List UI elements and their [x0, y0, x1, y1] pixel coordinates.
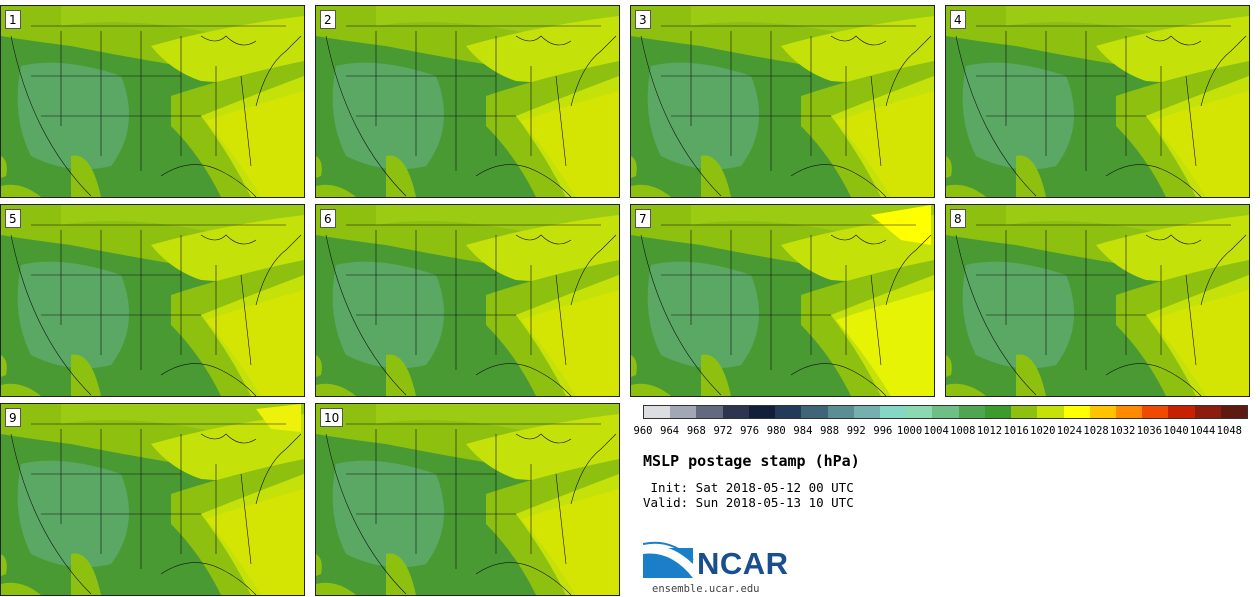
colorbar-segment	[1142, 406, 1169, 418]
colorbar-tick: 980	[766, 425, 786, 437]
colorbar-segment	[1115, 406, 1143, 418]
member-number-label: 5	[5, 209, 21, 228]
ncar-wordmark: NCAR	[697, 546, 789, 581]
member-number-label: 3	[635, 10, 651, 29]
colorbar-tick: 1032	[1110, 425, 1136, 437]
member-map-panel: 8	[945, 204, 1250, 397]
colorbar-tick: 1000	[896, 425, 923, 437]
colorbar-tick: 968	[686, 425, 706, 437]
colorbar-tick: 1004	[923, 425, 949, 437]
colorbar-tick: 996	[873, 425, 893, 437]
colorbar-tick: 1048	[1216, 425, 1242, 437]
colorbar-tick: 1020	[1030, 425, 1056, 437]
colorbar-tick: 976	[740, 425, 760, 437]
member-map-panel: 10	[315, 403, 620, 596]
member-map-panel: 6	[315, 204, 620, 397]
colorbar-segment	[1220, 406, 1248, 418]
colorbar-tick: 1012	[976, 425, 1003, 437]
colorbar-tick: 1036	[1136, 425, 1163, 437]
colorbar-segment	[906, 406, 933, 418]
member-number-label: 4	[950, 10, 966, 29]
pressure-colorbar	[643, 405, 1248, 419]
colorbar-segment	[644, 406, 671, 418]
member-map-panel: 4	[945, 5, 1250, 198]
member-map-panel: 1	[0, 5, 305, 198]
member-number-label: 9	[5, 408, 21, 427]
colorbar-tick: 1028	[1083, 425, 1109, 437]
colorbar-tick: 992	[846, 425, 866, 437]
colorbar-tick: 1040	[1163, 425, 1189, 437]
init-time: Init: Sat 2018-05-12 00 UTC	[643, 480, 854, 495]
member-map-panel: 5	[0, 204, 305, 397]
member-number-label: 7	[635, 209, 651, 228]
member-number-label: 1	[5, 10, 21, 29]
ncar-logo-icon	[643, 541, 694, 578]
colorbar-segment	[696, 406, 723, 418]
valid-time: Valid: Sun 2018-05-13 10 UTC	[643, 495, 854, 510]
colorbar-tick: 1008	[950, 425, 976, 437]
colorbar-tick: 1044	[1190, 425, 1216, 437]
colorbar-tick-labels: 960 964 968 972 976 980 984 988 992 996 1000 1004 10…	[633, 425, 1253, 439]
colorbar-segment	[748, 406, 776, 418]
colorbar-segment	[722, 406, 749, 418]
figure-title: MSLP postage stamp (hPa)	[643, 452, 860, 470]
colorbar-tick: 972	[713, 425, 733, 437]
colorbar-segment	[932, 406, 959, 418]
colorbar-segment	[1089, 406, 1116, 418]
colorbar-segment	[1168, 406, 1195, 418]
colorbar-tick: 984	[793, 425, 813, 437]
member-number-label: 8	[950, 209, 966, 228]
colorbar-segment	[670, 406, 697, 418]
member-number-label: 2	[320, 10, 336, 29]
colorbar-tick: 1016	[1003, 425, 1029, 437]
colorbar-segment	[1037, 406, 1064, 418]
member-map-panel: 3	[630, 5, 935, 198]
colorbar-segment	[775, 406, 802, 418]
colorbar-segment	[1063, 406, 1090, 418]
colorbar-segment	[1194, 406, 1221, 418]
colorbar-tick: 988	[820, 425, 840, 437]
website-label: ensemble.ucar.edu	[652, 583, 760, 595]
colorbar-segment	[827, 406, 854, 418]
colorbar-tick: 960	[633, 425, 653, 437]
colorbar-segment	[984, 406, 1012, 418]
member-number-label: 6	[320, 209, 336, 228]
colorbar-segment	[801, 406, 828, 418]
colorbar-segment	[1011, 406, 1038, 418]
colorbar-tick: 1024	[1056, 425, 1083, 437]
colorbar-segment	[879, 406, 907, 418]
member-map-panel: 7	[630, 204, 935, 397]
member-map-panel: 2	[315, 5, 620, 198]
colorbar-tick: 964	[660, 425, 680, 437]
member-map-panel: 9	[0, 403, 305, 596]
colorbar-segment	[958, 406, 985, 418]
colorbar-segment	[853, 406, 880, 418]
member-number-label: 10	[320, 408, 344, 427]
